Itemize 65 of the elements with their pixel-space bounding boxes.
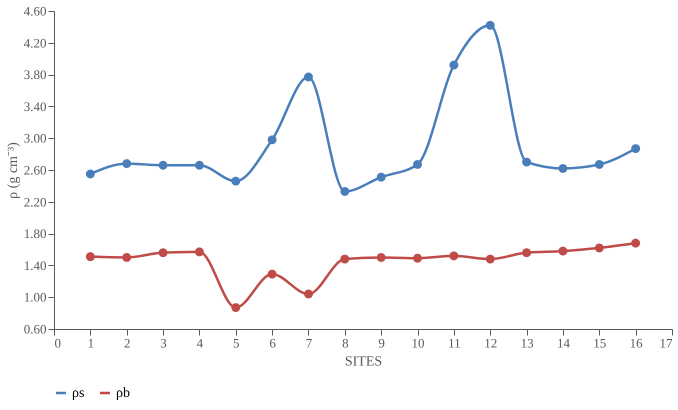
- y-tick-label: 1.80: [24, 226, 46, 242]
- point: [231, 303, 240, 312]
- point: [86, 252, 95, 262]
- x-tick-label: 3: [160, 336, 167, 350]
- point: [304, 290, 313, 298]
- x-tick-label: 2: [124, 336, 130, 350]
- point: [594, 243, 604, 252]
- point: [194, 160, 204, 170]
- point: [158, 160, 168, 170]
- x-tick-label: 15: [593, 336, 606, 350]
- point: [268, 270, 277, 279]
- point: [194, 247, 204, 256]
- point: [522, 158, 532, 167]
- y-tick-label: 0.60: [24, 322, 46, 336]
- x-tick-label: 7: [306, 336, 313, 350]
- point: [122, 252, 132, 262]
- x-tick-label: 12: [484, 336, 498, 350]
- x-tick-label: 14: [556, 336, 570, 350]
- point: [158, 248, 168, 258]
- point: [631, 238, 640, 248]
- x-tick-label: 0: [54, 336, 61, 350]
- y-tick-label: 3.80: [24, 67, 46, 82]
- point: [486, 254, 495, 264]
- x-tick-label: 17: [660, 336, 673, 350]
- x-tick-label: 10: [412, 336, 425, 350]
- y-tick-label: 1.40: [24, 258, 46, 273]
- x-tick-label: 4: [196, 336, 204, 350]
- point: [268, 135, 277, 144]
- point: [449, 251, 458, 260]
- point: [449, 60, 458, 70]
- point: [340, 254, 350, 264]
- y-tick-label: 2.60: [24, 162, 46, 178]
- point: [522, 248, 532, 258]
- y-axis-title: ρ (g cm⁻³): [6, 142, 21, 199]
- point: [376, 252, 386, 262]
- y-tick-label: 4.60: [24, 4, 46, 18]
- point: [413, 160, 422, 169]
- point: [340, 187, 350, 196]
- x-tick-label: 16: [630, 336, 644, 350]
- x-tick-label: 13: [520, 336, 534, 350]
- point: [231, 176, 240, 186]
- y-tick-label: 4.20: [24, 35, 46, 50]
- x-tick-label: 8: [342, 336, 349, 350]
- x-tick-label: 5: [233, 336, 240, 350]
- y-tick-label: 3.40: [24, 98, 46, 114]
- point: [86, 170, 95, 178]
- x-axis-title: SITES: [344, 354, 382, 370]
- legend-label: ρs: [72, 386, 84, 401]
- point: [558, 246, 568, 256]
- x-tick-label: 1: [88, 336, 94, 350]
- point: [631, 144, 640, 153]
- point: [304, 72, 313, 82]
- y-tick-label: 1.00: [24, 290, 46, 305]
- x-tick-label: 9: [378, 336, 385, 350]
- point: [122, 159, 132, 168]
- point: [376, 172, 386, 182]
- point: [486, 20, 495, 30]
- y-tick-label: 3.00: [24, 130, 46, 146]
- y-tick-label: 2.20: [24, 194, 46, 210]
- point: [594, 160, 604, 169]
- x-tick-label: 6: [269, 336, 276, 350]
- x-tick-label: 11: [448, 336, 461, 350]
- point: [413, 254, 422, 263]
- point: [558, 164, 568, 173]
- legend-label: ρb: [116, 386, 130, 401]
